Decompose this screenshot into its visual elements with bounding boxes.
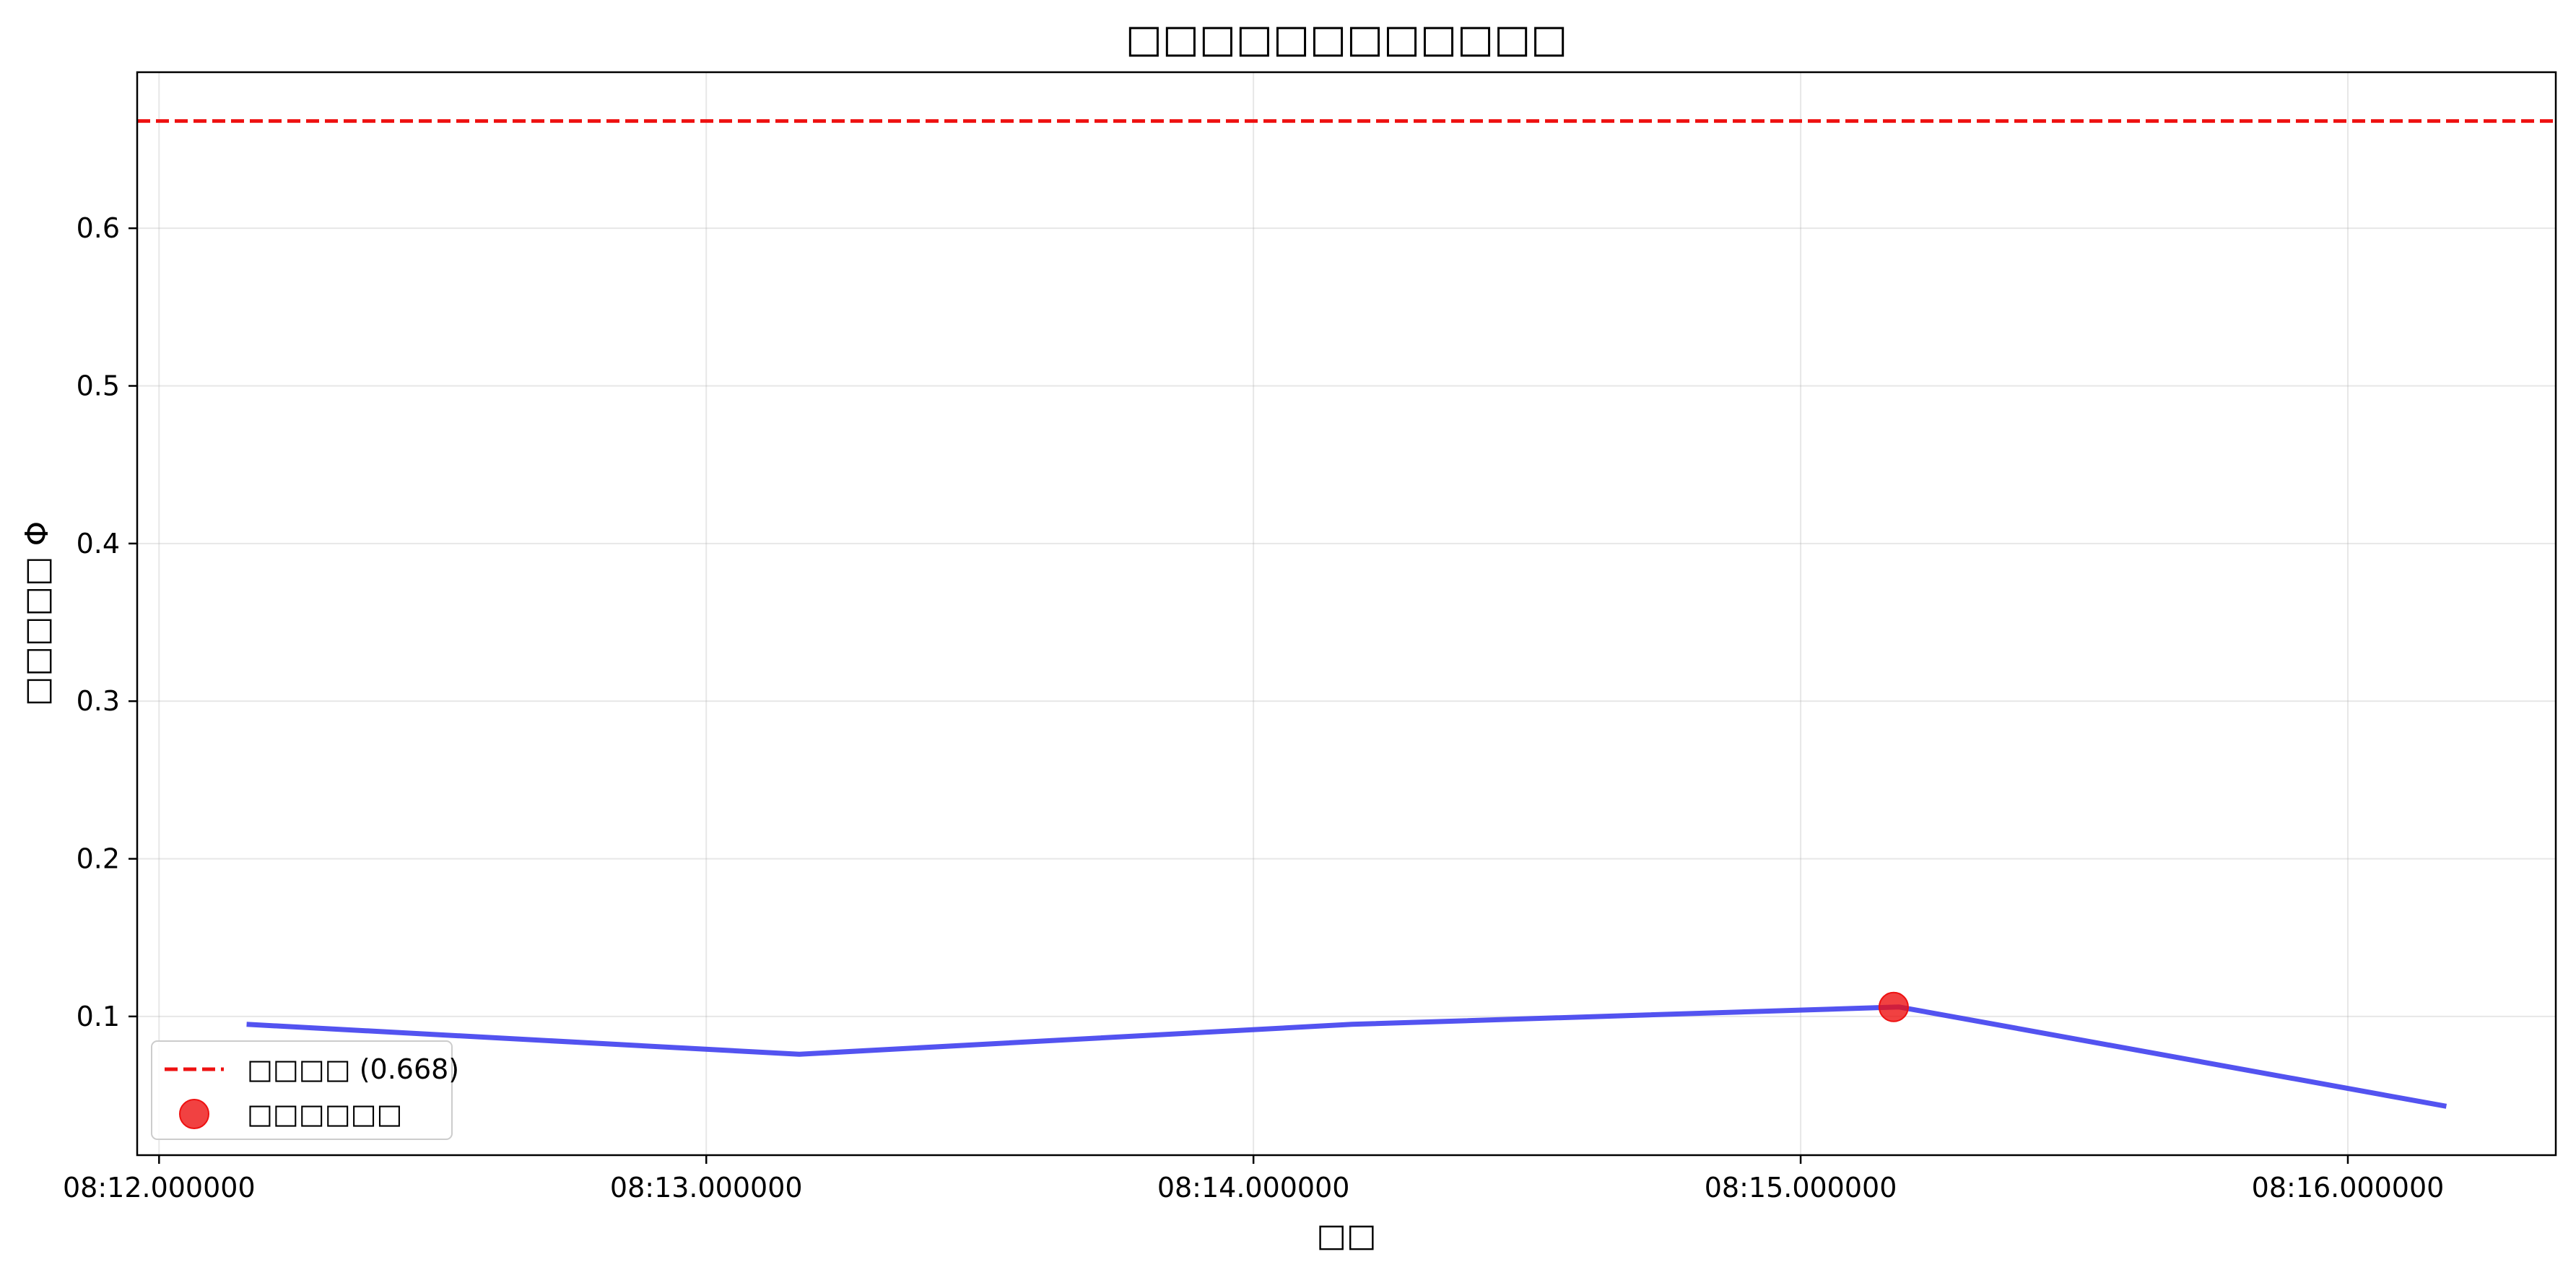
y-tick-label: 0.5 (77, 370, 120, 401)
x-axis: 08:12.000000 08:13.000000 08:14.000000 08:1… (63, 1155, 2444, 1204)
chart-title: □□□□□□□□□□□□ (1126, 16, 1567, 61)
marker-point (1878, 991, 1909, 1022)
x-tick-label: 08:16.000000 (2252, 1172, 2445, 1204)
y-tick-label: 0.6 (77, 212, 120, 244)
x-tick-label: 08:13.000000 (610, 1172, 803, 1204)
y-axis: 0.1 0.2 0.3 0.4 0.5 0.6 (77, 212, 137, 1032)
grid (137, 72, 2556, 1155)
legend: □□□□ (0.668) □□□□□□ (151, 1040, 459, 1140)
legend-marker-swatch (179, 1099, 209, 1129)
y-tick-label: 0.3 (77, 685, 120, 717)
series-line (246, 1004, 2447, 1109)
legend-threshold-label: □□□□ (0.668) (247, 1053, 459, 1085)
y-tick-label: 0.4 (77, 528, 120, 560)
y-axis-label: □□□□□ Φ (19, 521, 56, 706)
legend-marker-label: □□□□□□ (247, 1098, 402, 1130)
x-tick-label: 08:12.000000 (63, 1172, 256, 1204)
plot-content (137, 119, 2556, 1109)
x-tick-label: 08:15.000000 (1705, 1172, 1897, 1204)
plot-frame (136, 71, 2557, 1157)
legend-box (151, 1040, 453, 1140)
x-tick-label: 08:14.000000 (1157, 1172, 1350, 1204)
y-tick-label: 0.1 (77, 1001, 120, 1032)
x-axis-label: □□ (1316, 1217, 1376, 1254)
y-tick-label: 0.2 (77, 843, 120, 875)
